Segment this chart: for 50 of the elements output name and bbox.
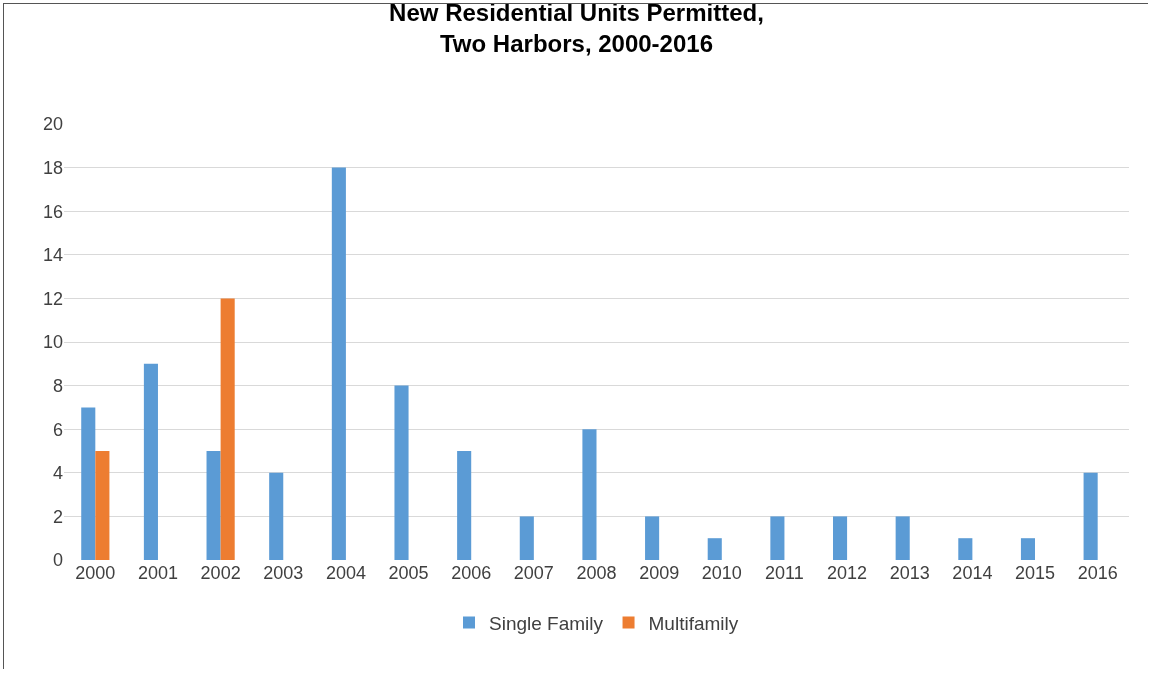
bar — [143, 363, 158, 560]
bar — [707, 538, 722, 560]
y-tick-label: 2 — [52, 506, 63, 527]
x-tick-label: 2005 — [388, 563, 429, 583]
y-tick-label: 18 — [42, 157, 63, 178]
bar — [1083, 472, 1098, 560]
bar — [220, 298, 235, 560]
legend-label: Multifamily — [648, 612, 739, 634]
y-tick-label: 4 — [52, 463, 63, 484]
y-tick-label: 10 — [42, 332, 63, 353]
x-tick-label: 2000 — [75, 563, 116, 583]
x-tick-label: 2003 — [263, 563, 304, 583]
bar — [832, 516, 848, 560]
x-tick-label: 2007 — [513, 563, 554, 583]
bar — [582, 429, 597, 560]
bar — [206, 451, 221, 560]
chart-title: New Residential Units Permitted, Two Harbors, 2000-2016 — [389, 0, 764, 57]
legend-label: Single Family — [489, 612, 604, 634]
x-tick-label: 2016 — [1077, 563, 1118, 583]
y-tick-label: 0 — [52, 550, 63, 571]
bar — [457, 451, 472, 560]
y-tick-label: 6 — [52, 419, 63, 440]
x-tick-label: 2006 — [451, 563, 492, 583]
bar — [895, 516, 910, 560]
x-tick-label: 2001 — [137, 563, 178, 583]
bar — [958, 538, 973, 560]
y-tick-label: 12 — [42, 288, 63, 309]
x-tick-label: 2010 — [701, 563, 742, 583]
bar — [770, 516, 785, 560]
bar — [519, 516, 534, 560]
x-tick-label: 2013 — [889, 563, 930, 583]
y-tick-label: 8 — [52, 375, 63, 396]
bar — [331, 167, 346, 560]
y-tick-label: 20 — [42, 114, 63, 135]
bar — [645, 516, 660, 560]
x-tick-label: 2009 — [639, 563, 680, 583]
bar — [1020, 538, 1036, 560]
x-tick-label: 2011 — [765, 563, 804, 583]
x-tick-label: 2015 — [1015, 563, 1056, 583]
x-tick-label: 2012 — [827, 563, 868, 583]
x-tick-label: 2008 — [576, 563, 617, 583]
x-tick-label: 2014 — [952, 563, 993, 583]
x-tick-label: 2004 — [325, 563, 366, 583]
bar — [269, 472, 284, 560]
bar — [81, 407, 96, 560]
y-tick-label: 14 — [42, 245, 63, 266]
bar — [95, 451, 110, 560]
bar — [394, 385, 409, 560]
x-tick-label: 2002 — [200, 563, 241, 583]
y-tick-label: 16 — [42, 201, 63, 222]
